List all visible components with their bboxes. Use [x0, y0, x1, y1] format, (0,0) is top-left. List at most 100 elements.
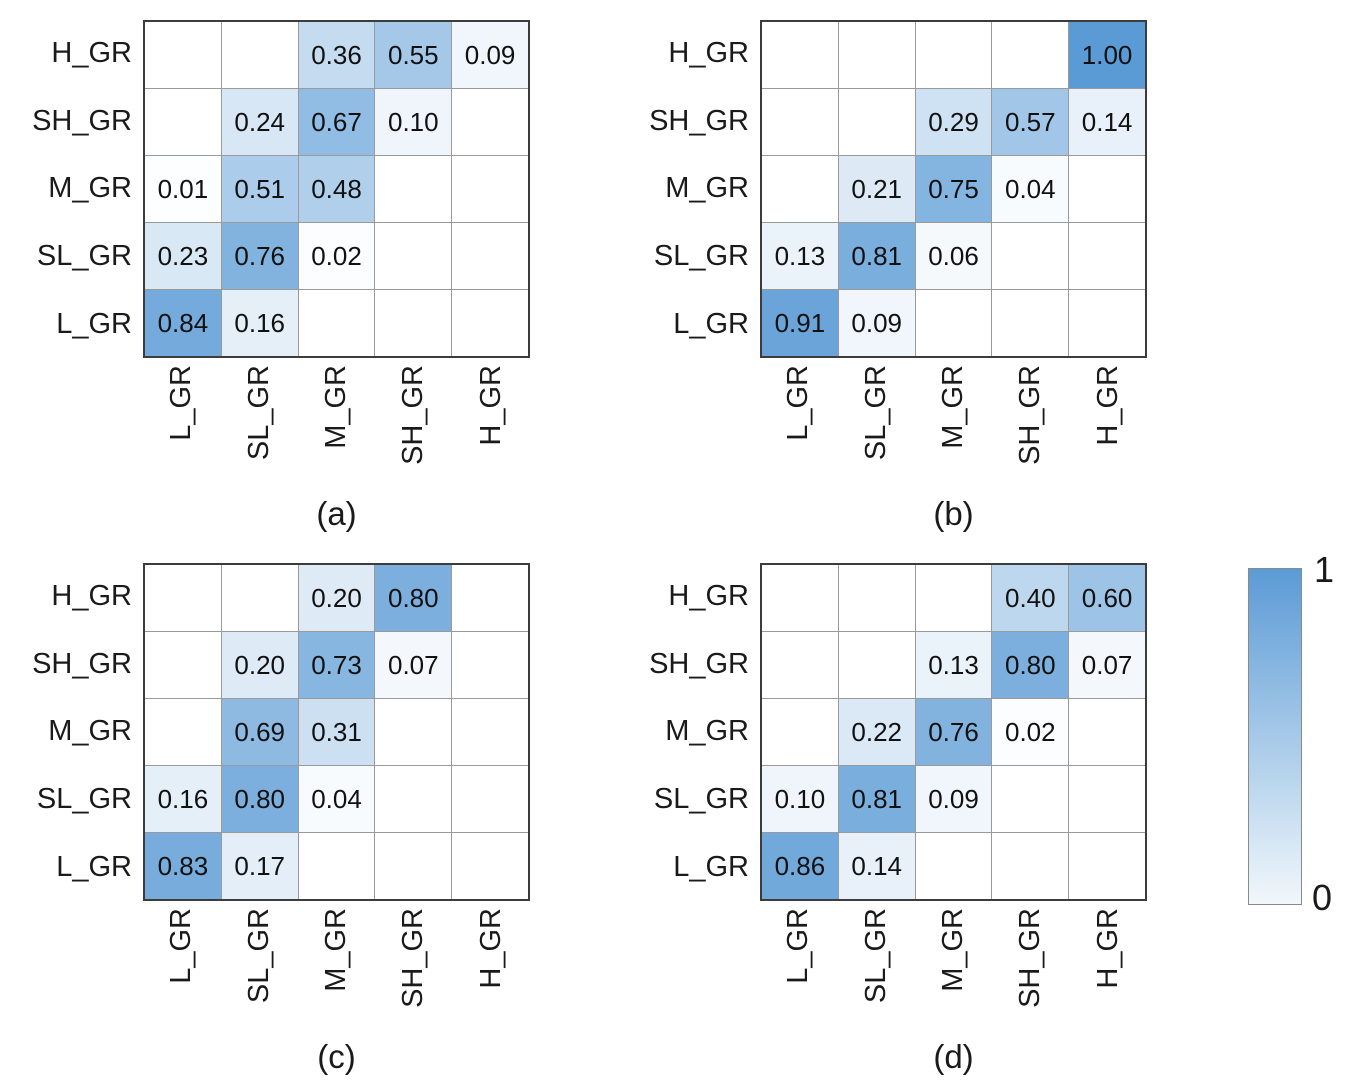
heatmap-cell: [915, 290, 992, 356]
x-axis-tick-label-text: H_GR: [1091, 908, 1124, 989]
y-axis-tick-label: L_GR: [56, 307, 132, 340]
heatmap-cell: 0.16: [221, 290, 298, 356]
x-axis-tick-label: H_GR: [1070, 365, 1147, 493]
heatmap-cell: 0.80: [221, 766, 298, 832]
heatmap-cell: [762, 565, 838, 631]
heatmap-cell: 0.84: [145, 290, 221, 356]
heatmap-cell: 0.01: [145, 156, 221, 222]
panel-caption: (b): [933, 495, 974, 532]
x-axis-tick-label-text: SL_GR: [242, 365, 275, 461]
x-axis-tick-label: SH_GR: [375, 365, 452, 493]
heatmap-cell: [375, 223, 452, 289]
x-axis-tick-label: H_GR: [453, 908, 530, 1036]
y-axis-tick-label: M_GR: [48, 172, 132, 205]
x-axis-tick-label: SL_GR: [837, 365, 914, 493]
heatmap-cell: [298, 290, 375, 356]
x-axis-tick-label-text: L_GR: [782, 365, 815, 441]
heatmap-cell: 0.29: [915, 89, 992, 155]
heatmap-cell: [762, 89, 838, 155]
y-axis-labels: H_GR SH_GR M_GR SL_GR L_GR: [8, 563, 143, 901]
heatmap-cell: 0.20: [221, 632, 298, 698]
x-axis-tick-label: L_GR: [143, 365, 220, 493]
heatmap-cell: 0.75: [915, 156, 992, 222]
heatmap-cell: 0.40: [992, 565, 1069, 631]
x-axis-labels: L_GR SL_GR M_GR SH_GR H_GR: [760, 365, 1147, 493]
heatmap-cell: 0.76: [221, 223, 298, 289]
heatmap-cell: 0.81: [838, 223, 915, 289]
heatmap-cell: 0.14: [838, 833, 915, 899]
heatmap-cell: 0.76: [915, 699, 992, 765]
x-axis-tick-label: H_GR: [1070, 908, 1147, 1036]
y-axis-tick-label: M_GR: [48, 715, 132, 748]
heatmap-cell: [145, 699, 221, 765]
heatmap-cell: [452, 156, 528, 222]
heatmap-cell: 0.91: [762, 290, 838, 356]
heatmap-cell: [838, 22, 915, 88]
heatmap-cell: [452, 833, 528, 899]
colorbar-min-label: 0: [1312, 877, 1333, 918]
heatmap-cell: [452, 89, 528, 155]
heatmap-cell: [762, 22, 838, 88]
y-axis-tick-label: M_GR: [665, 715, 749, 748]
heatmap-cell: [992, 22, 1069, 88]
x-axis-tick-label: M_GR: [915, 908, 992, 1036]
heatmap-cell: [145, 632, 221, 698]
x-axis-labels: L_GR SL_GR M_GR SH_GR H_GR: [143, 908, 530, 1036]
heatmap-cell: 0.86: [762, 833, 838, 899]
heatmap-cell: 0.04: [992, 156, 1069, 222]
y-axis-tick-label: SL_GR: [653, 240, 749, 273]
heatmap-cell: 0.09: [915, 766, 992, 832]
x-axis-tick-label-text: SH_GR: [397, 365, 430, 465]
colorbar-max-label: 1: [1314, 549, 1335, 590]
heatmap-cell: 0.48: [298, 156, 375, 222]
y-axis-tick-label: M_GR: [665, 172, 749, 205]
y-axis-tick-label: SL_GR: [36, 783, 132, 816]
x-axis-tick-label-text: M_GR: [320, 908, 353, 992]
x-axis-tick-label: SH_GR: [992, 908, 1069, 1036]
y-axis-tick-label: SL_GR: [36, 240, 132, 273]
y-axis-tick-label: SH_GR: [32, 104, 132, 137]
heatmap-cell: [452, 290, 528, 356]
colorbar-gradient: [1248, 568, 1302, 905]
heatmap-cell: 1.00: [1069, 22, 1145, 88]
heatmap-cell: 0.73: [298, 632, 375, 698]
heatmap-cell: [838, 632, 915, 698]
x-axis-tick-label: L_GR: [760, 365, 837, 493]
heatmap-cell: 0.80: [375, 565, 452, 631]
heatmap-panel-inner: H_GR SH_GR M_GR SL_GR L_GR 1.00 0.29 0.57 0.14 0.…: [625, 20, 1147, 533]
heatmap-cell: [145, 22, 221, 88]
heatmap-cell: [452, 699, 528, 765]
heatmap-cell: 0.20: [298, 565, 375, 631]
heatmap-cell: 0.60: [1069, 565, 1145, 631]
y-axis-tick-label: H_GR: [668, 37, 749, 70]
heatmap-cell: 0.36: [298, 22, 375, 88]
x-axis-tick-label: L_GR: [760, 908, 837, 1036]
heatmap-cell: [992, 223, 1069, 289]
heatmap-cell: [915, 22, 992, 88]
y-axis-tick-label: H_GR: [51, 37, 132, 70]
x-axis-tick-label-text: L_GR: [165, 908, 198, 984]
heatmap-cell: 0.06: [915, 223, 992, 289]
x-axis-tick-label-text: L_GR: [782, 908, 815, 984]
heatmap-cell: [1069, 223, 1145, 289]
panel-caption: (a): [316, 495, 357, 532]
heatmap-panel-a: H_GR SH_GR M_GR SL_GR L_GR 0.36 0.55 0.09 0.24 0.…: [8, 20, 530, 533]
heatmap-panel-inner: H_GR SH_GR M_GR SL_GR L_GR 0.36 0.55 0.09 0.24 0.…: [8, 20, 530, 533]
panel-caption: (c): [317, 1038, 356, 1075]
heatmap-panel-c: H_GR SH_GR M_GR SL_GR L_GR 0.20 0.80 0.20 0.73 0.…: [8, 563, 530, 1076]
heatmap-cell: [762, 156, 838, 222]
heatmap-cell: 0.81: [838, 766, 915, 832]
heatmap-cell: [1069, 699, 1145, 765]
y-axis-tick-label: SH_GR: [32, 647, 132, 680]
x-axis-tick-label: SL_GR: [220, 908, 297, 1036]
y-axis-tick-label: SL_GR: [653, 783, 749, 816]
y-axis-labels: H_GR SH_GR M_GR SL_GR L_GR: [625, 20, 760, 358]
heatmap-cell: [145, 565, 221, 631]
x-axis-tick-label-text: L_GR: [165, 365, 198, 441]
y-axis-tick-label: H_GR: [668, 580, 749, 613]
heatmap-cell: [1069, 833, 1145, 899]
heatmap-panel-d: H_GR SH_GR M_GR SL_GR L_GR 0.40 0.60 0.13 0.80 0.…: [625, 563, 1147, 1076]
heatmap-cell: 0.09: [452, 22, 528, 88]
heatmap-cell: 0.83: [145, 833, 221, 899]
